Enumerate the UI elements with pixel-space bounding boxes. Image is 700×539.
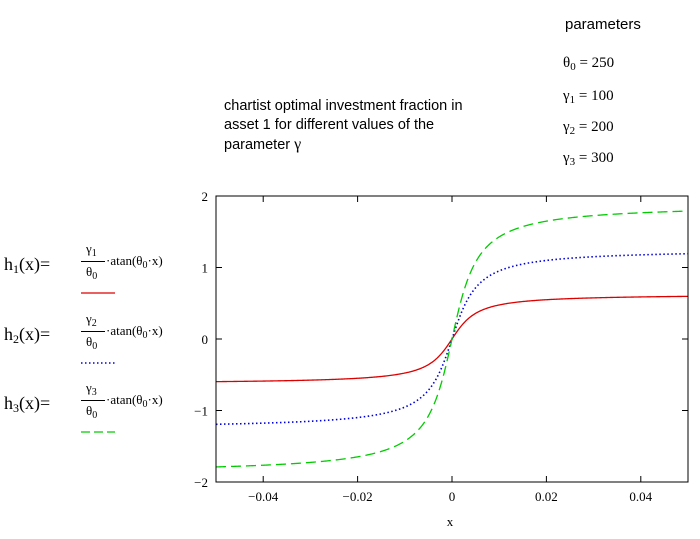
formula-h2-fraction-bar <box>81 331 105 332</box>
formula-h1-lhs: h1(x)= <box>4 254 51 276</box>
y-tick-label: 0 <box>202 332 209 347</box>
x-tick-label: −0.04 <box>248 489 279 504</box>
param-gamma2: γ2 = 200 <box>563 119 614 137</box>
tick-layer <box>216 195 688 483</box>
formula-h2-rhs: ·atan(θ0·x) <box>106 323 163 341</box>
y-tick-label: 2 <box>202 189 209 204</box>
y-tick-label: −1 <box>194 404 208 419</box>
series-layer <box>215 210 689 468</box>
x-tick-label: −0.02 <box>343 489 373 504</box>
formula-h2: h2(x)= γ2 θ0 ·atan(θ0·x) <box>4 311 209 364</box>
y-tick-label: 1 <box>202 261 209 276</box>
x-tick-label: 0.04 <box>629 489 652 504</box>
formula-h3: h3(x)= γ3 θ0 ·atan(θ0·x) <box>4 380 209 433</box>
formula-h1-denominator: θ0 <box>86 264 98 282</box>
y-tick-label: −2 <box>194 475 208 490</box>
formula-h1-fraction-bar <box>81 261 105 262</box>
param-gamma3: γ3 = 300 <box>563 150 614 168</box>
legend-swatch-h2 <box>81 362 115 364</box>
description-line-1: chartist optimal investment fraction in <box>224 98 463 114</box>
formula-h3-fraction-bar <box>81 400 105 401</box>
formula-h2-numerator: γ2 <box>86 311 97 329</box>
formula-h3-numerator: γ3 <box>86 380 97 398</box>
formula-h3-lhs: h3(x)= <box>4 393 51 415</box>
x-tick-label: 0.02 <box>535 489 558 504</box>
formula-h2-lhs: h2(x)= <box>4 324 51 346</box>
legend-swatch-h1 <box>81 292 115 294</box>
param-theta0: θ0 = 250 <box>563 55 615 73</box>
formula-h1-rhs: ·atan(θ0·x) <box>106 253 163 271</box>
description-line-2: asset 1 for different values of the <box>224 117 435 133</box>
formula-h1: h1(x)= γ1 θ0 ·atan(θ0·x) <box>4 241 209 294</box>
description-line-3: parameter γ <box>224 136 302 153</box>
legend-swatch-h3 <box>81 431 115 433</box>
formula-h3-rhs: ·atan(θ0·x) <box>106 392 163 410</box>
x-axis-label: x <box>447 514 454 529</box>
x-tick-label: 0 <box>449 489 456 504</box>
chart-description: chartist optimal investment fraction in … <box>224 97 544 155</box>
formula-h2-denominator: θ0 <box>86 334 98 352</box>
series-h3-line <box>215 210 689 468</box>
label-layer: −0.04 −0.02 0 0.02 0.04 −2 −1 0 1 2 x <box>194 189 653 529</box>
param-gamma1: γ1 = 100 <box>563 88 614 106</box>
formula-h1-numerator: γ1 <box>86 241 97 259</box>
formula-h3-denominator: θ0 <box>86 403 98 421</box>
parameters-title: parameters <box>565 16 641 33</box>
